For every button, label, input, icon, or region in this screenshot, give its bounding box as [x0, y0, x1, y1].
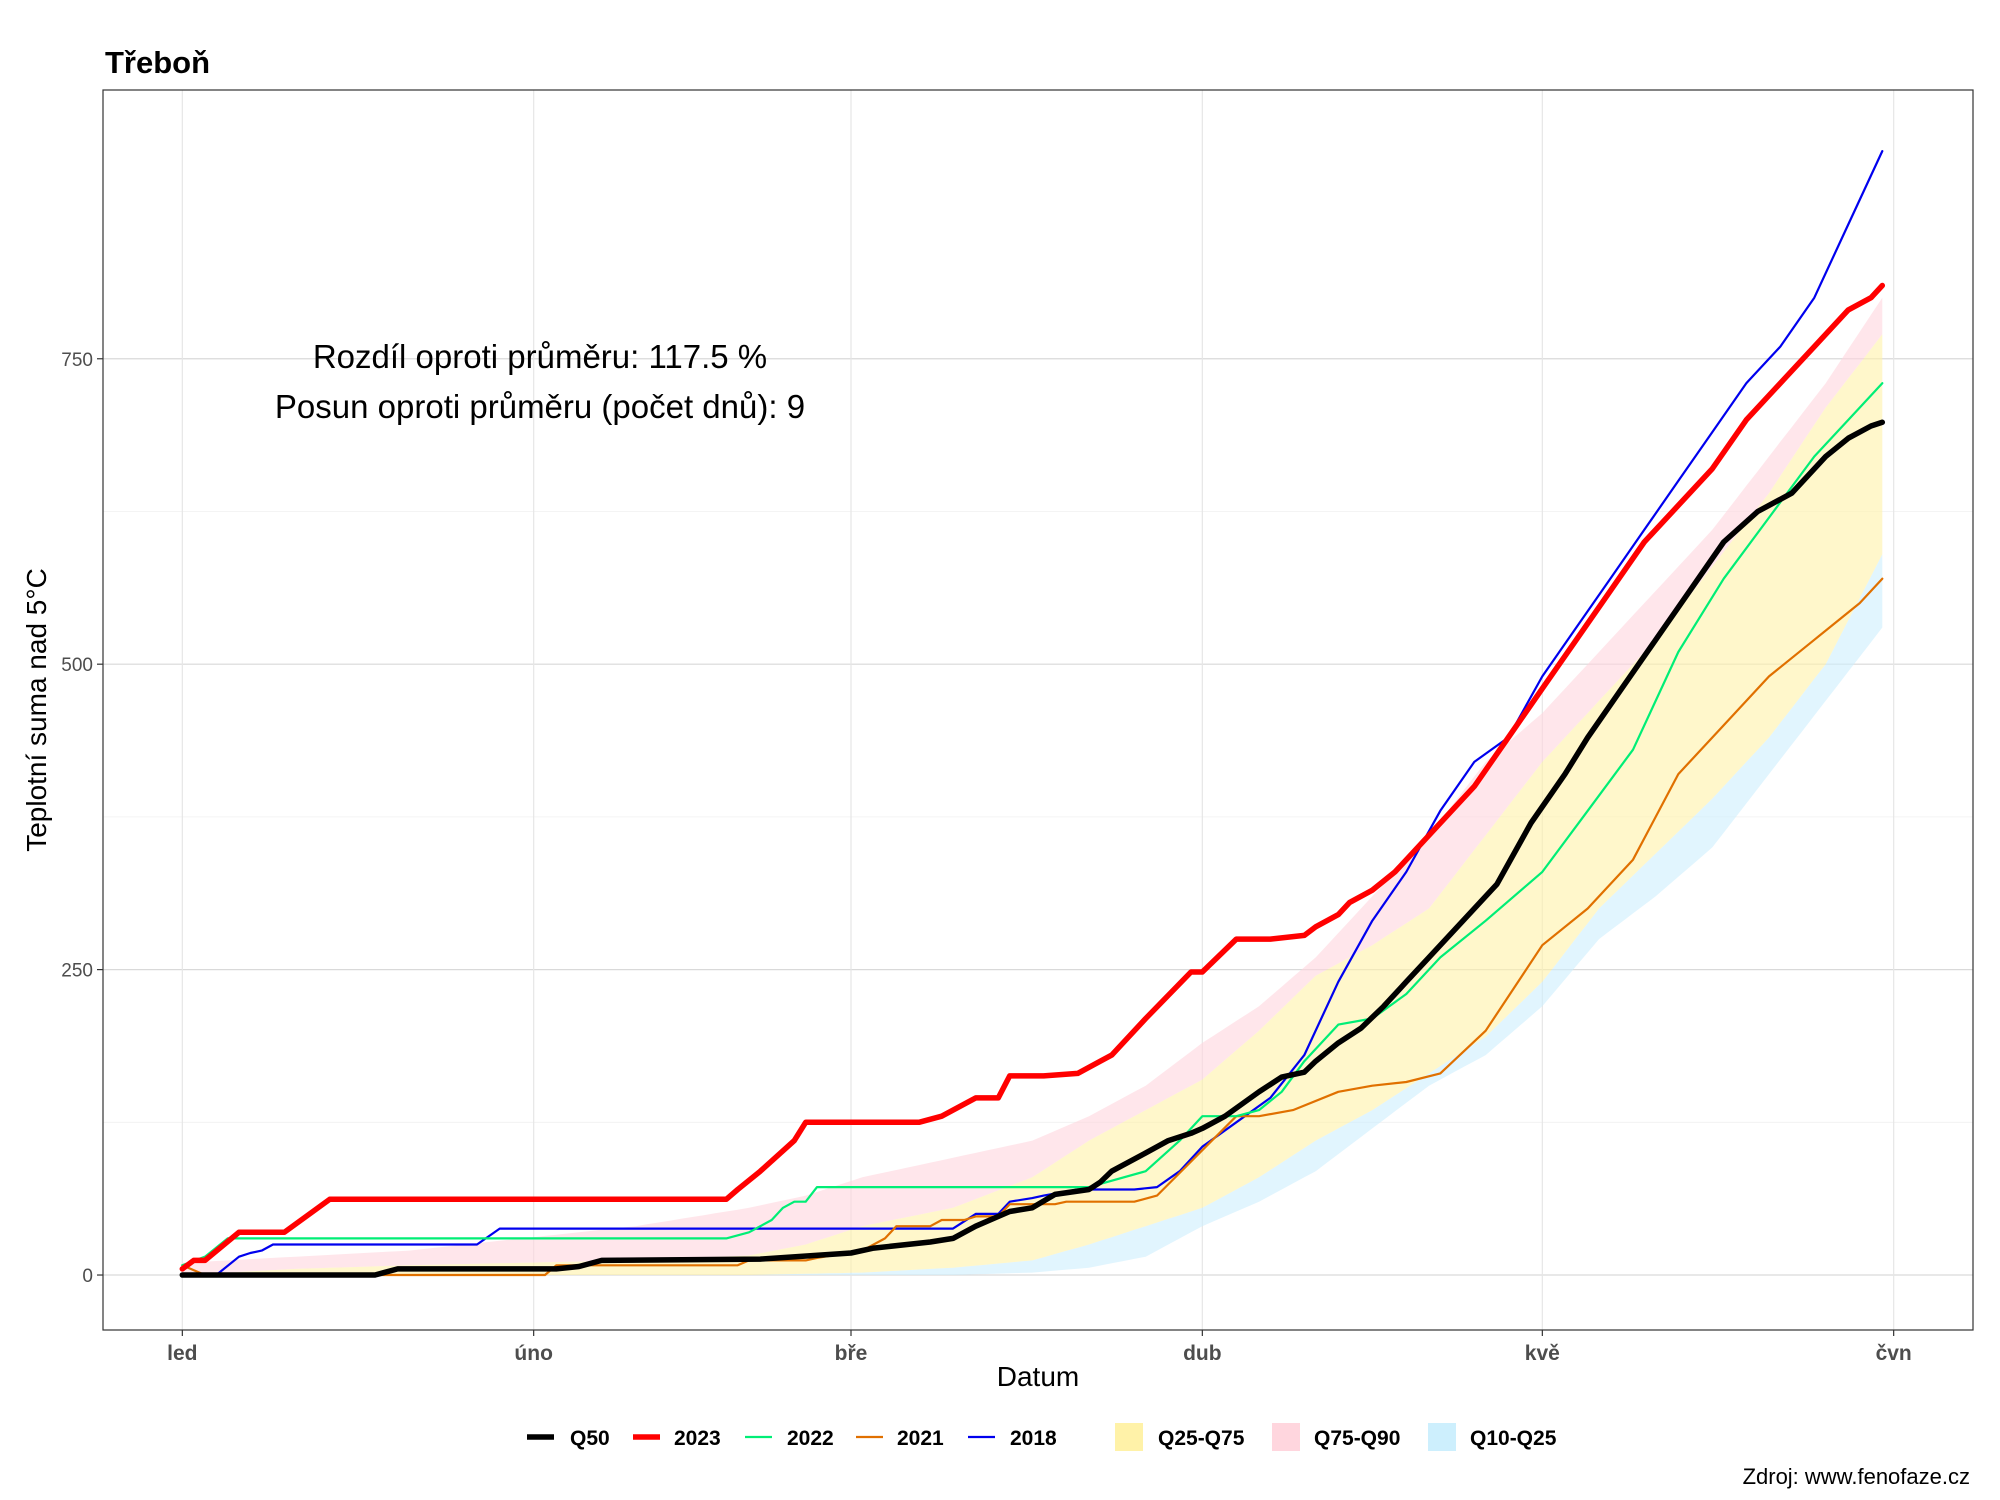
y-tick-label: 0 [82, 1266, 93, 1287]
legend: Q50 2023 2022 2021 2018 Q25-Q75 Q75-Q90 Q10-Q25 [527, 1423, 1557, 1451]
legend-label-Q50: Q50 [570, 1427, 610, 1450]
quantile-bands [182, 297, 1883, 1275]
plot-border [102, 89, 1974, 1331]
x-tick-label: dub [1183, 1342, 1221, 1365]
series-line-2023 [179, 282, 1886, 1272]
x-tick-label: kvě [1525, 1342, 1560, 1365]
source-note: Zdroj: www.fenofaze.cz [1743, 1464, 1970, 1489]
legend-key-Q10-Q25 [1428, 1423, 1456, 1451]
series-line-2018 [181, 150, 1884, 1277]
band-q25-q75 [182, 334, 1883, 1275]
y-axis-ticks: 0 250 500 750 [61, 350, 103, 1287]
chart-title: Třeboň [105, 45, 210, 80]
series-line-Q50 [179, 419, 1886, 1278]
y-tick-label: 500 [61, 655, 93, 676]
legend-key-Q75-Q90 [1272, 1423, 1300, 1451]
x-tick-label: bře [835, 1342, 868, 1365]
legend-label-2023: 2023 [674, 1427, 721, 1450]
annotation-shift: Posun oproti průměru (počet dnů): 9 [275, 388, 805, 425]
series-line-2021 [181, 577, 1884, 1277]
x-axis-label: Datum [997, 1361, 1079, 1392]
y-tick-label: 750 [61, 350, 93, 371]
legend-label-Q25-Q75: Q25-Q75 [1158, 1427, 1245, 1450]
x-axis-ticks: led úno bře dub kvě čvn [167, 1330, 1912, 1365]
legend-label-2018: 2018 [1010, 1427, 1057, 1450]
legend-key-Q25-Q75 [1115, 1423, 1143, 1451]
x-tick-label: úno [514, 1342, 552, 1365]
y-axis-label: Teplotní suma nad 5°C [21, 568, 52, 852]
legend-label-Q10-Q25: Q10-Q25 [1470, 1427, 1557, 1450]
annotation-difference: Rozdíl oproti průměru: 117.5 % [313, 338, 767, 375]
legend-label-Q75-Q90: Q75-Q90 [1314, 1427, 1400, 1450]
legend-label-2021: 2021 [897, 1427, 944, 1450]
x-tick-label: led [167, 1342, 197, 1365]
series-lines [179, 150, 1886, 1278]
y-tick-label: 250 [61, 961, 93, 982]
x-tick-label: čvn [1876, 1342, 1912, 1365]
legend-label-2022: 2022 [787, 1427, 834, 1450]
